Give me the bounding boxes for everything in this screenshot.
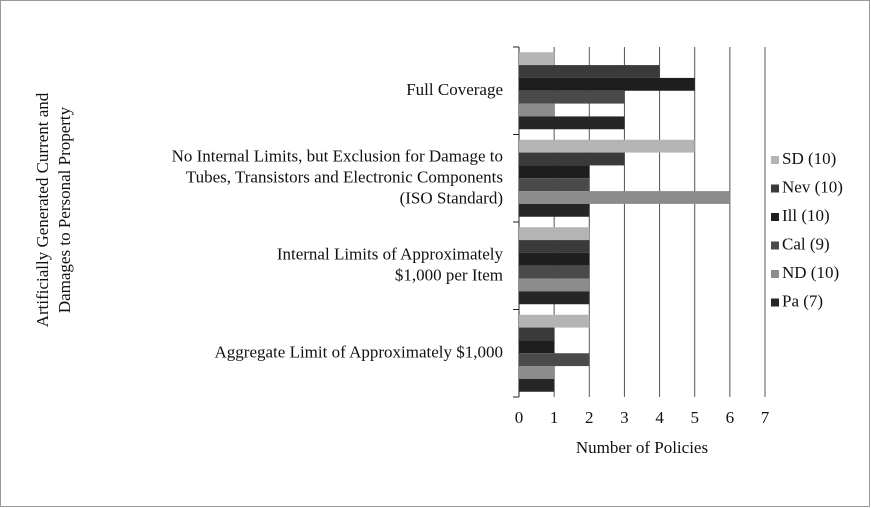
y-tick-label-line: $1,000 per Item [395, 265, 503, 284]
bar [519, 203, 590, 217]
bar [519, 278, 590, 292]
y-tick-label: Aggregate Limit of Approximately $1,000 [215, 342, 503, 361]
legend-swatch [771, 241, 779, 250]
legend-label: Pa (7) [782, 291, 823, 310]
x-tick-label: 0 [515, 408, 524, 427]
y-tick-label-line: Internal Limits of Approximately [277, 244, 504, 263]
legend-swatch [771, 184, 779, 193]
legend-swatch [771, 270, 779, 278]
bar [519, 139, 695, 153]
bar [519, 65, 660, 78]
x-tick-label: 5 [690, 408, 699, 427]
bar [519, 116, 625, 130]
legend-swatch [771, 213, 779, 221]
bar [519, 191, 730, 204]
bar [519, 178, 590, 192]
y-tick-label-line: Aggregate Limit of Approximately $1,000 [215, 342, 503, 361]
y-tick-label-line: Tubes, Transistors and Electronic Compon… [186, 167, 503, 186]
bar [519, 252, 590, 266]
x-axis-label: Number of Policies [576, 438, 708, 457]
legend-label: ND (10) [782, 263, 839, 282]
y-axis-label: Artificially Generated Current and [33, 92, 52, 327]
bar [519, 152, 625, 166]
bar [519, 103, 555, 117]
bar [519, 227, 590, 241]
x-tick-label: 2 [585, 408, 594, 427]
legend-swatch [771, 156, 779, 164]
y-tick-label-line: Full Coverage [406, 80, 503, 99]
x-tick-label: 4 [655, 408, 664, 427]
bar [519, 52, 555, 66]
x-tick-label: 7 [761, 408, 770, 427]
y-axis-label: Damages to Personal Property [55, 106, 74, 313]
bar [519, 165, 590, 179]
legend-label: Cal (9) [782, 234, 830, 253]
legend-label: SD (10) [782, 149, 836, 168]
y-tick-label: Full Coverage [406, 80, 503, 99]
y-tick-label: Internal Limits of Approximately $1,000 p… [277, 244, 504, 284]
y-tick-label: No Internal Limits, but Exclusion for Da… [172, 146, 503, 207]
bar [519, 314, 590, 328]
bar [519, 353, 590, 367]
bar [519, 291, 590, 305]
bar [519, 366, 555, 379]
bar [519, 265, 590, 279]
x-tick-label: 1 [550, 408, 559, 427]
x-tick-label: 6 [726, 408, 735, 427]
bar [519, 240, 590, 253]
y-tick-label-line: No Internal Limits, but Exclusion for Da… [172, 146, 503, 165]
bar [519, 90, 625, 104]
bar [519, 378, 555, 392]
bar [519, 327, 555, 341]
bar [519, 77, 695, 91]
x-tick-label: 3 [620, 408, 629, 427]
legend-swatch [771, 298, 779, 307]
legend-label: Nev (10) [782, 177, 843, 196]
legend-label: Ill (10) [782, 206, 830, 225]
y-tick-label-line: (ISO Standard) [400, 188, 503, 207]
bar [519, 340, 555, 354]
